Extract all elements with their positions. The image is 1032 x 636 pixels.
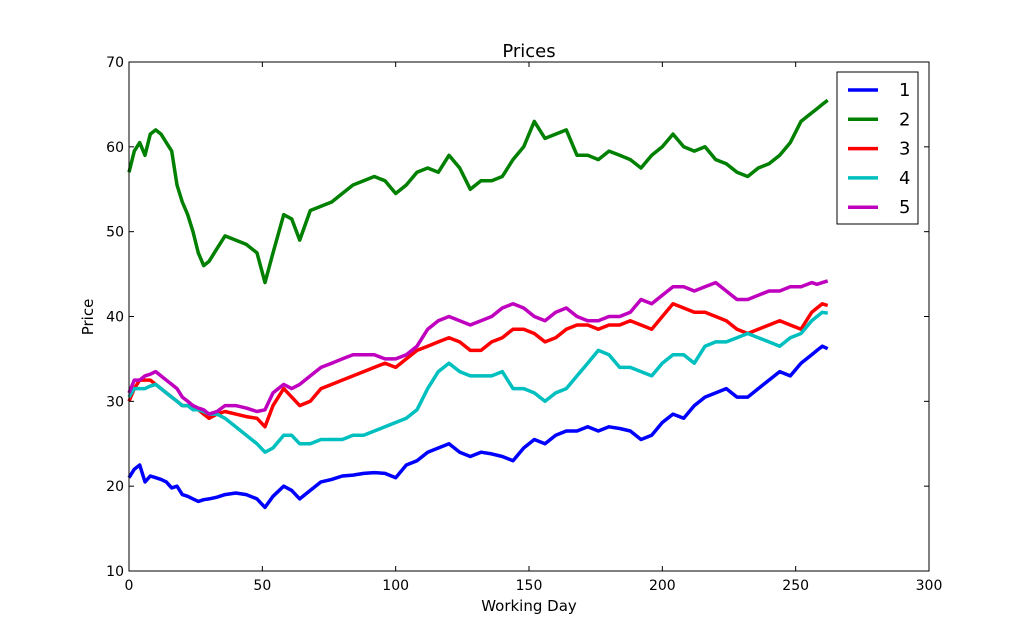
y-tick-label: 30 xyxy=(106,394,124,410)
legend-label-3: 3 xyxy=(899,139,910,160)
legend-label-5: 5 xyxy=(899,197,910,218)
series-line-2 xyxy=(127,98,829,285)
y-axis-title: Price xyxy=(79,299,97,336)
axis-layer: 0 50 100 150 200 250 300 10 20 30 40 50 60 70 xyxy=(106,55,942,594)
y-tick-label: 40 xyxy=(106,310,124,326)
series-line-5 xyxy=(127,279,829,416)
series-line-1 xyxy=(127,344,829,510)
y-tick-label: 50 xyxy=(106,225,124,241)
y-tick-label: 20 xyxy=(106,479,124,495)
x-axis-title: Working Day xyxy=(481,597,577,615)
chart-title: Prices xyxy=(502,41,555,62)
legend-label-1: 1 xyxy=(899,80,910,101)
y-tick-label: 60 xyxy=(106,140,124,156)
series-line-4 xyxy=(127,310,828,454)
x-tick-label: 250 xyxy=(782,578,809,594)
legend: 1 2 3 4 5 xyxy=(836,71,919,225)
x-tick-label: 300 xyxy=(916,578,943,594)
legend-label-2: 2 xyxy=(899,109,910,130)
x-tick-label: 150 xyxy=(516,578,543,594)
x-tick-label: 200 xyxy=(649,578,676,594)
series-layer xyxy=(127,98,829,510)
x-tick-label: 100 xyxy=(382,578,409,594)
y-tick-label: 10 xyxy=(106,564,124,580)
x-tick-label: 50 xyxy=(253,578,271,594)
x-tick-label: 0 xyxy=(125,578,134,594)
y-tick-label: 70 xyxy=(106,55,124,71)
legend-label-4: 4 xyxy=(899,168,910,189)
